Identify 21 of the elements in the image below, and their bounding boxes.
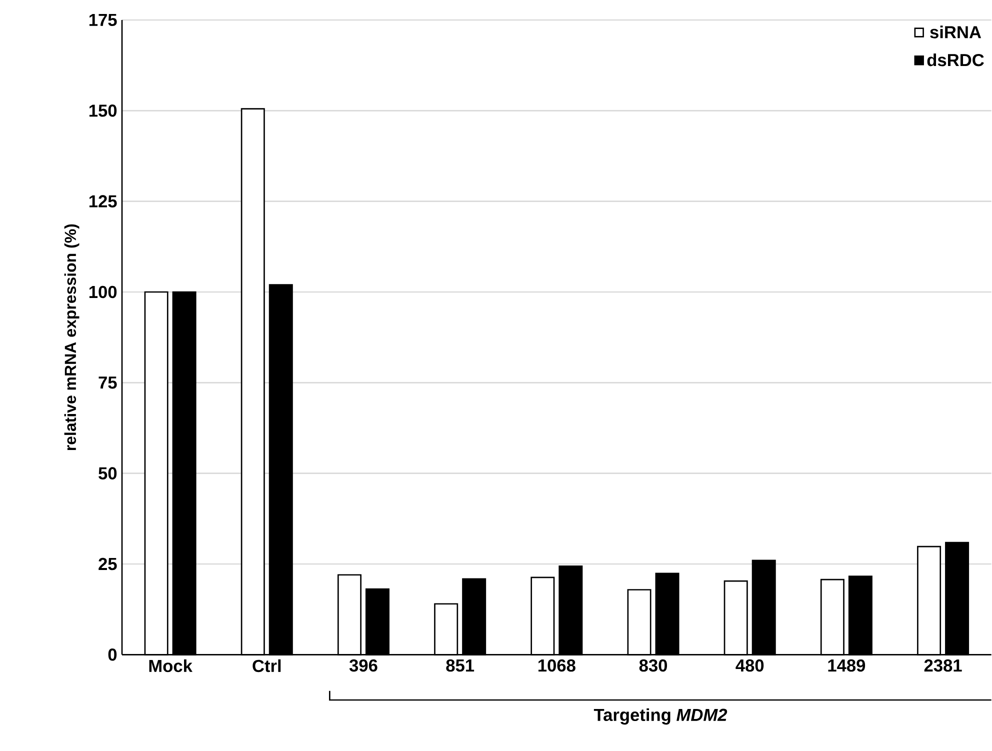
y-tick-label: 125 [89,195,117,208]
x-tick-label: 2381 [924,660,962,672]
y-tick-label: 150 [89,104,117,117]
x-tick-label: 851 [446,660,474,672]
x-tick-label: Ctrl [252,660,281,672]
x-tick-label: Mock [149,660,192,672]
y-tick-label: 0 [108,648,117,661]
text: Targeting MDM2 [594,708,728,725]
x-tick-label: 1489 [828,660,866,672]
y-tick-label: 50 [98,467,117,480]
y-axis-title: relative mRNA expression (%) [64,224,80,450]
legend-label: siRNA [930,26,982,38]
x-tick-label: 830 [639,660,668,672]
legend-label: dsRDC [927,54,984,66]
y-tick-label: 100 [89,286,117,298]
y-tick-label: 175 [89,14,117,26]
x-tick-label: 1068 [538,660,576,672]
x-tick-label: 480 [736,660,764,672]
y-tick-label: 25 [98,558,117,570]
x-tick-label: 396 [349,660,378,672]
y-tick-label: 75 [98,376,117,389]
